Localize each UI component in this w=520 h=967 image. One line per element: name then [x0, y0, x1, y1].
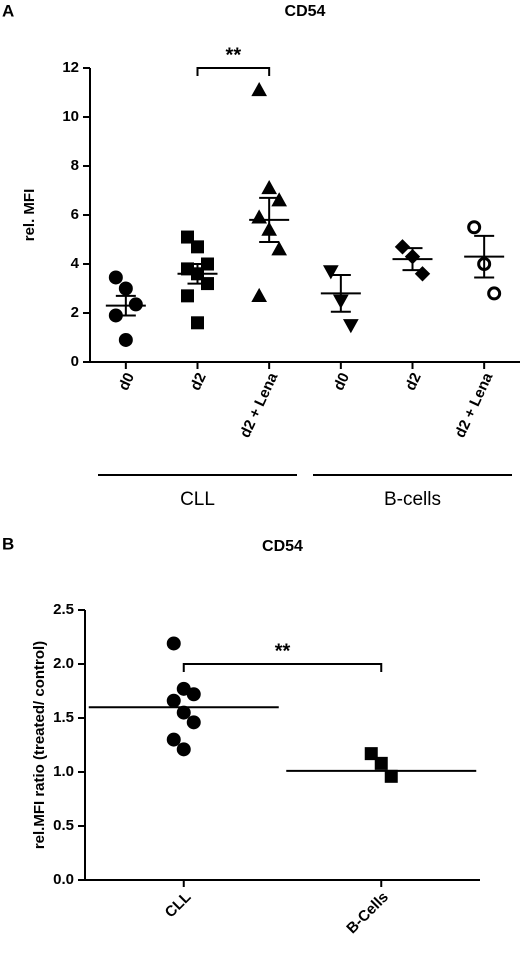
- point: [128, 297, 143, 312]
- group-label: B-cells: [384, 489, 441, 510]
- group-label: CLL: [180, 489, 215, 510]
- point: [186, 715, 201, 730]
- point: [251, 287, 268, 302]
- panel-label: B: [2, 534, 14, 553]
- y-tick-label: 6: [71, 206, 79, 223]
- point: [261, 180, 278, 195]
- point: [467, 220, 482, 235]
- point: [118, 281, 133, 296]
- point: [414, 266, 431, 282]
- point: [487, 286, 502, 301]
- x-tick-label: d2: [187, 370, 210, 393]
- y-tick-label: 4: [71, 255, 80, 272]
- point: [374, 756, 388, 770]
- x-tick-label: CLL: [162, 889, 195, 922]
- chart-title: CD54: [262, 538, 303, 555]
- point: [271, 241, 288, 256]
- point: [166, 693, 181, 708]
- point: [364, 747, 378, 761]
- y-tick-label: 0.5: [53, 817, 74, 834]
- y-tick-label: 8: [71, 157, 79, 174]
- x-tick-label: d0: [330, 370, 353, 393]
- point: [176, 742, 191, 757]
- y-axis-label: rel. MFI: [21, 189, 38, 242]
- y-axis-label: rel.MFI ratio (treated/ control): [31, 641, 48, 849]
- y-tick-label: 2: [71, 304, 79, 321]
- y-tick-label: 0: [71, 353, 79, 370]
- significance-label: **: [226, 44, 242, 66]
- significance-bracket: [196, 67, 271, 76]
- x-tick-label: d2 + Lena: [237, 370, 282, 441]
- y-tick-label: 2.0: [53, 655, 74, 672]
- point: [271, 192, 288, 207]
- point: [176, 705, 191, 720]
- point: [191, 240, 204, 254]
- point: [108, 270, 123, 285]
- y-tick-label: 0.0: [53, 871, 74, 888]
- panel-label: A: [2, 1, 14, 20]
- y-tick-label: 1.0: [53, 763, 74, 780]
- point: [181, 230, 194, 244]
- x-tick-label: d0: [115, 370, 138, 393]
- point: [342, 319, 359, 334]
- x-tick-label: d2: [402, 370, 425, 393]
- point: [118, 332, 133, 347]
- significance-bracket: [182, 663, 383, 672]
- y-tick-label: 12: [62, 59, 79, 76]
- x-tick-label: B-Cells: [343, 889, 392, 938]
- point: [186, 687, 201, 702]
- point: [181, 289, 194, 303]
- x-tick-label: d2 + Lena: [452, 370, 497, 441]
- point: [394, 239, 411, 255]
- y-tick-label: 10: [62, 108, 79, 125]
- point: [166, 636, 181, 651]
- y-tick-label: 1.5: [53, 709, 74, 726]
- chart-title: CD54: [285, 3, 326, 20]
- significance-label: **: [275, 640, 291, 662]
- point: [166, 732, 181, 747]
- point: [251, 209, 268, 224]
- point: [191, 316, 204, 330]
- y-tick-label: 2.5: [53, 601, 74, 618]
- point: [251, 82, 268, 97]
- point: [322, 265, 339, 280]
- point: [384, 769, 398, 783]
